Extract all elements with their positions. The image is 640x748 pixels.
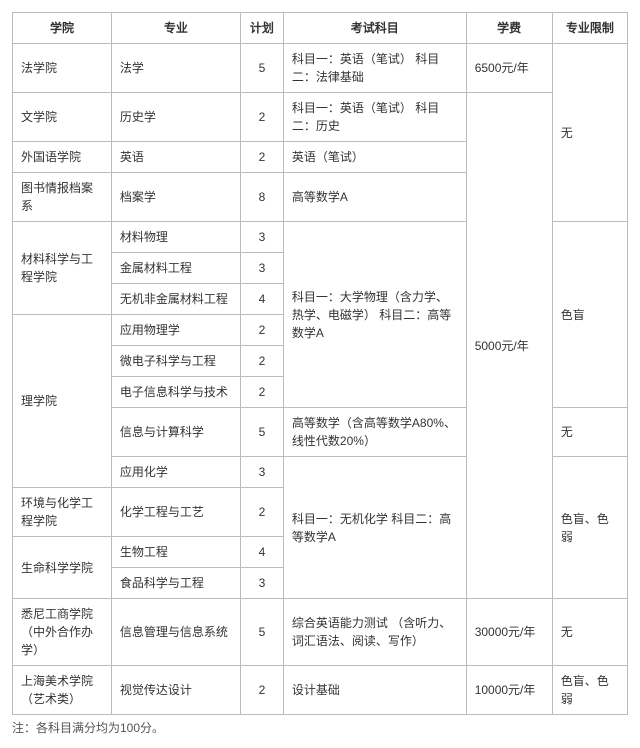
- cell-plan: 2: [240, 142, 283, 173]
- cell-fee: 5000元/年: [466, 93, 552, 599]
- cell-college: 上海美术学院（艺术类）: [13, 666, 112, 715]
- table-row: 上海美术学院（艺术类） 视觉传达设计 2 设计基础 10000元/年 色盲、色弱: [13, 666, 628, 715]
- cell-major: 微电子科学与工程: [111, 346, 240, 377]
- cell-college: 外国语学院: [13, 142, 112, 173]
- cell-fee: 6500元/年: [466, 44, 552, 93]
- cell-restriction: 无: [552, 599, 627, 666]
- cell-fee: 10000元/年: [466, 666, 552, 715]
- cell-plan: 5: [240, 599, 283, 666]
- cell-plan: 2: [240, 315, 283, 346]
- cell-subjects: 设计基础: [283, 666, 466, 715]
- cell-subjects: 英语（笔试）: [283, 142, 466, 173]
- cell-major: 历史学: [111, 93, 240, 142]
- cell-college: 法学院: [13, 44, 112, 93]
- cell-restriction: 无: [552, 44, 627, 222]
- cell-major: 应用化学: [111, 457, 240, 488]
- cell-major: 信息管理与信息系统: [111, 599, 240, 666]
- table-row: 法学院 法学 5 科目一：英语（笔试） 科目二：法律基础 6500元/年 无: [13, 44, 628, 93]
- cell-plan: 4: [240, 537, 283, 568]
- cell-major: 信息与计算科学: [111, 408, 240, 457]
- cell-restriction: 无: [552, 408, 627, 457]
- cell-plan: 2: [240, 666, 283, 715]
- cell-major: 生物工程: [111, 537, 240, 568]
- cell-major: 法学: [111, 44, 240, 93]
- cell-restriction: 色盲: [552, 222, 627, 408]
- cell-plan: 2: [240, 377, 283, 408]
- cell-plan: 8: [240, 173, 283, 222]
- table-row: 悉尼工商学院（中外合作办学） 信息管理与信息系统 5 综合英语能力测试 （含听力…: [13, 599, 628, 666]
- col-plan: 计划: [240, 13, 283, 44]
- cell-subjects: 科目一：英语（笔试） 科目二：历史: [283, 93, 466, 142]
- cell-subjects: 高等数学（含高等数学A80%、线性代数20%）: [283, 408, 466, 457]
- cell-major: 化学工程与工艺: [111, 488, 240, 537]
- cell-college: 环境与化学工程学院: [13, 488, 112, 537]
- cell-major: 视觉传达设计: [111, 666, 240, 715]
- cell-subjects: 科目一：英语（笔试） 科目二：法律基础: [283, 44, 466, 93]
- cell-plan: 4: [240, 284, 283, 315]
- col-subjects: 考试科目: [283, 13, 466, 44]
- cell-subjects: 科目一：无机化学 科目二：高等数学A: [283, 457, 466, 599]
- cell-college: 文学院: [13, 93, 112, 142]
- cell-subjects: 高等数学A: [283, 173, 466, 222]
- cell-plan: 2: [240, 93, 283, 142]
- cell-college: 图书情报档案系: [13, 173, 112, 222]
- cell-subjects: 科目一：大学物理（含力学、热学、电磁学） 科目二：高等数学A: [283, 222, 466, 408]
- cell-major: 档案学: [111, 173, 240, 222]
- cell-college: 悉尼工商学院（中外合作办学）: [13, 599, 112, 666]
- cell-major: 电子信息科学与技术: [111, 377, 240, 408]
- cell-plan: 3: [240, 253, 283, 284]
- col-major: 专业: [111, 13, 240, 44]
- cell-plan: 5: [240, 408, 283, 457]
- col-fee: 学费: [466, 13, 552, 44]
- cell-college: 理学院: [13, 315, 112, 488]
- cell-plan: 3: [240, 568, 283, 599]
- cell-major: 英语: [111, 142, 240, 173]
- col-restriction: 专业限制: [552, 13, 627, 44]
- cell-plan: 3: [240, 222, 283, 253]
- cell-plan: 5: [240, 44, 283, 93]
- cell-subjects: 综合英语能力测试 （含听力、词汇语法、阅读、写作）: [283, 599, 466, 666]
- cell-major: 金属材料工程: [111, 253, 240, 284]
- cell-major: 无机非金属材料工程: [111, 284, 240, 315]
- cell-restriction: 色盲、色弱: [552, 666, 627, 715]
- cell-plan: 3: [240, 457, 283, 488]
- cell-plan: 2: [240, 488, 283, 537]
- cell-major: 食品科学与工程: [111, 568, 240, 599]
- cell-plan: 2: [240, 346, 283, 377]
- enrollment-table: 学院 专业 计划 考试科目 学费 专业限制 法学院 法学 5 科目一：英语（笔试…: [12, 12, 628, 715]
- table-header-row: 学院 专业 计划 考试科目 学费 专业限制: [13, 13, 628, 44]
- cell-fee: 30000元/年: [466, 599, 552, 666]
- col-college: 学院: [13, 13, 112, 44]
- cell-college: 材料科学与工程学院: [13, 222, 112, 315]
- footnote: 注：各科目满分均为100分。: [12, 719, 628, 736]
- table-row: 文学院 历史学 2 科目一：英语（笔试） 科目二：历史 5000元/年: [13, 93, 628, 142]
- cell-restriction: 色盲、色弱: [552, 457, 627, 599]
- cell-college: 生命科学学院: [13, 537, 112, 599]
- cell-major: 应用物理学: [111, 315, 240, 346]
- cell-major: 材料物理: [111, 222, 240, 253]
